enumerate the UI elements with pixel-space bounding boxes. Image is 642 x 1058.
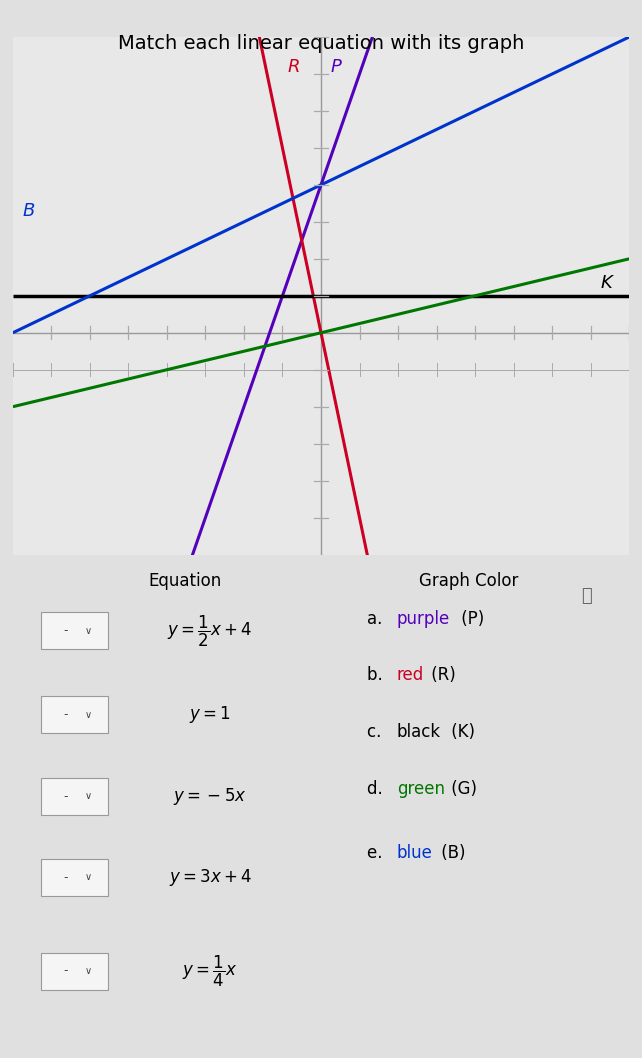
Text: B: B (22, 202, 35, 220)
Text: $y = 3x + 4$: $y = 3x + 4$ (169, 867, 252, 888)
Text: -: - (63, 789, 67, 803)
Text: green: green (397, 780, 445, 798)
Text: (R): (R) (426, 667, 456, 685)
Text: ∨: ∨ (85, 873, 92, 882)
Text: d.: d. (367, 780, 388, 798)
Text: (B): (B) (437, 843, 465, 861)
Text: -: - (63, 624, 67, 637)
Text: -: - (63, 965, 67, 978)
Text: R: R (288, 57, 300, 75)
Text: $y = \dfrac{1}{4}x$: $y = \dfrac{1}{4}x$ (182, 953, 238, 988)
Text: blue: blue (397, 843, 433, 861)
FancyBboxPatch shape (40, 613, 108, 650)
Text: Equation: Equation (149, 571, 222, 589)
FancyBboxPatch shape (40, 696, 108, 733)
Text: P: P (331, 57, 342, 75)
Text: $y = \dfrac{1}{2}x + 4$: $y = \dfrac{1}{2}x + 4$ (168, 614, 253, 649)
Text: -: - (63, 708, 67, 722)
Text: K: K (600, 274, 612, 292)
Text: red: red (397, 667, 424, 685)
Text: $y = 1$: $y = 1$ (189, 705, 231, 725)
Text: ∨: ∨ (85, 791, 92, 801)
Text: (K): (K) (446, 723, 475, 741)
Text: ∨: ∨ (85, 710, 92, 719)
FancyBboxPatch shape (40, 859, 108, 896)
Text: -: - (63, 871, 67, 883)
Text: ∨: ∨ (85, 966, 92, 977)
Text: c.: c. (367, 723, 387, 741)
Text: Match each linear equation with its graph: Match each linear equation with its grap… (118, 34, 524, 53)
Text: e.: e. (367, 843, 388, 861)
Text: (G): (G) (446, 780, 477, 798)
Text: $y = -5x$: $y = -5x$ (173, 785, 247, 806)
Text: (P): (P) (456, 609, 484, 627)
Text: ∨: ∨ (85, 626, 92, 636)
Text: Graph Color: Graph Color (419, 571, 519, 589)
Text: purple: purple (397, 609, 450, 627)
FancyBboxPatch shape (40, 778, 108, 815)
FancyBboxPatch shape (40, 952, 108, 989)
Text: black: black (397, 723, 441, 741)
Text: b.: b. (367, 667, 388, 685)
Text: a.: a. (367, 609, 388, 627)
Text: 🔍: 🔍 (580, 587, 591, 605)
